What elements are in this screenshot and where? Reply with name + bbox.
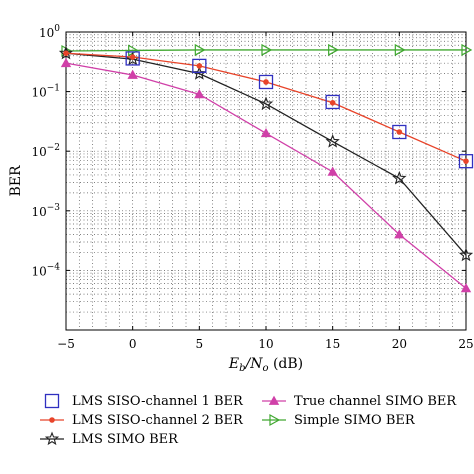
- data-point: [327, 166, 338, 176]
- x-tick-label: 5: [196, 337, 204, 351]
- x-tick-label: 25: [458, 337, 473, 351]
- data-point: [263, 79, 269, 85]
- legend-label: LMS SISO-channel 1 BER: [72, 394, 244, 409]
- data-point: [325, 134, 340, 148]
- y-tick-label: 10−1: [31, 84, 60, 100]
- x-label-sub1: b: [239, 363, 245, 374]
- x-tick-label: 20: [392, 337, 407, 351]
- data-point: [328, 43, 339, 56]
- grid: [66, 32, 466, 330]
- legend-item: LMS SISO-channel 1 BER: [44, 393, 244, 409]
- legend: LMS SISO-channel 1 BER LMS SISO-channel 2…: [40, 393, 457, 447]
- data-point: [196, 63, 203, 69]
- x-label-slash: /N: [244, 356, 264, 372]
- legend-marker: [269, 413, 281, 427]
- y-axis-label: BER: [8, 165, 24, 197]
- data-point: [458, 247, 474, 262]
- data-point: [129, 54, 136, 60]
- y-tick-label: 10−4: [31, 262, 60, 278]
- x-tick-label: 15: [325, 337, 340, 351]
- legend-label: True channel SIMO BER: [294, 394, 457, 409]
- data-point: [325, 94, 340, 110]
- axes: −5 0 5 10 15 20 25 100 10−1 10−2 10−3 10−4: [31, 24, 473, 351]
- legend-marker: [44, 431, 60, 446]
- data-point: [127, 69, 138, 79]
- data-point: [60, 57, 72, 68]
- legend-label: LMS SIMO BER: [72, 432, 179, 447]
- legend-marker: [49, 417, 55, 423]
- x-label-main: E: [228, 356, 239, 372]
- series-lms-siso-channel-2-ber: [63, 50, 469, 164]
- legend-item: True channel SIMO BER: [262, 394, 457, 409]
- y-tick-label: 10−3: [31, 203, 60, 219]
- data-point: [194, 89, 205, 99]
- x-axis-label: Eb/No (dB): [228, 356, 303, 374]
- data-point: [194, 43, 206, 56]
- data-point: [125, 51, 140, 66]
- legend-label: Simple SIMO BER: [294, 413, 416, 428]
- legend-item: Simple SIMO BER: [262, 413, 416, 428]
- data-point: [392, 124, 407, 140]
- data-point: [463, 158, 469, 164]
- data-point: [394, 43, 406, 56]
- x-tick-label: −5: [57, 337, 75, 351]
- data-point: [260, 127, 272, 138]
- data-point: [258, 96, 274, 111]
- series-lms-siso-channel-1-ber: [125, 51, 474, 169]
- series-true-channel-simo-ber: [60, 57, 472, 293]
- y-tick-label: 10−2: [31, 143, 60, 159]
- series-simple-simo-ber: [61, 43, 473, 58]
- x-label-sub2: o: [262, 363, 268, 374]
- data-point: [396, 129, 403, 135]
- data-point: [329, 99, 336, 106]
- data-point: [461, 43, 473, 56]
- series-layer: [58, 43, 474, 293]
- data-point: [192, 58, 207, 74]
- data-point: [394, 229, 405, 239]
- legend-marker: [44, 393, 60, 409]
- data-point: [460, 283, 472, 293]
- legend-marker: [268, 395, 280, 405]
- data-point: [63, 50, 69, 57]
- data-point: [458, 154, 474, 169]
- x-label-unit: (dB): [269, 356, 304, 372]
- data-point: [192, 66, 207, 80]
- plot-frame: [65, 31, 467, 331]
- data-point: [258, 74, 274, 90]
- x-tick-label: 10: [258, 337, 273, 351]
- legend-item: LMS SIMO BER: [40, 431, 179, 447]
- legend-item: LMS SISO-channel 2 BER: [40, 413, 244, 428]
- data-point: [261, 43, 273, 56]
- data-point: [392, 170, 407, 185]
- series-line: [65, 49, 466, 52]
- legend-label: LMS SISO-channel 2 BER: [72, 413, 244, 428]
- y-tick-label: 100: [39, 24, 60, 40]
- x-tick-label: 0: [129, 337, 137, 351]
